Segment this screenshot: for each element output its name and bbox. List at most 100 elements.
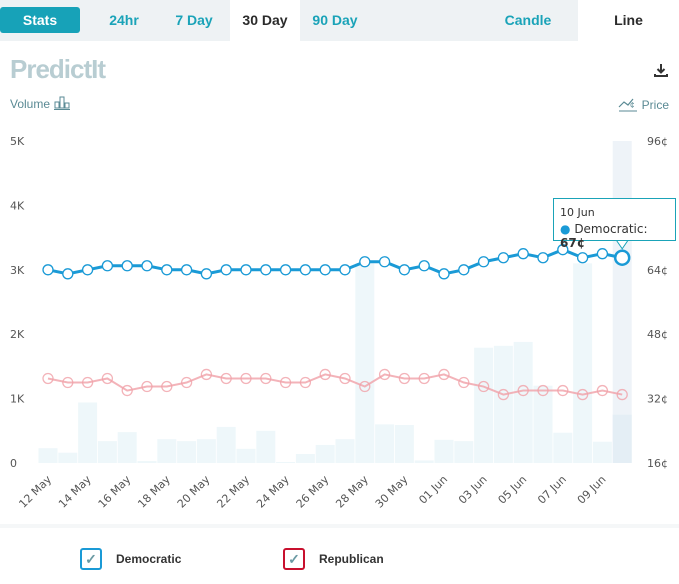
tab-7-day[interactable]: 7 Day xyxy=(175,12,213,28)
svg-text:¢: ¢ xyxy=(630,101,634,110)
data-point-democratic xyxy=(339,264,351,276)
legend-label-republican: Republican xyxy=(319,552,384,566)
right-axis-tick: 32¢ xyxy=(647,393,668,406)
data-point-republican xyxy=(200,368,213,381)
series-line-democratic xyxy=(47,248,623,276)
volume-bar xyxy=(493,345,513,463)
data-point-democratic xyxy=(220,264,232,276)
data-point-republican xyxy=(161,380,173,393)
data-point-democratic xyxy=(596,248,609,260)
data-point-republican xyxy=(240,372,252,385)
stats-button[interactable]: Stats xyxy=(0,7,80,33)
left-axis-tick: 0 xyxy=(10,457,17,470)
data-point-democratic xyxy=(477,256,490,268)
data-point-republican xyxy=(339,372,351,385)
data-point-republican xyxy=(497,388,510,401)
volume-bar xyxy=(612,414,632,463)
x-axis-tick: 22 May xyxy=(214,473,252,511)
tab-line[interactable]: Line xyxy=(578,0,679,41)
x-axis-tick: 01 Jun xyxy=(416,473,450,507)
price-line-icon: ¢ xyxy=(618,98,638,112)
data-point-democratic xyxy=(180,264,193,276)
volume-bar xyxy=(78,402,98,463)
tab-candle[interactable]: Candle xyxy=(504,12,552,28)
tab-30-day[interactable]: 30 Day xyxy=(230,0,300,41)
chart-tooltip: 10 Jun ● Democratic: 67¢ xyxy=(553,198,676,250)
checkbox-democratic[interactable]: ✓ xyxy=(80,548,102,570)
data-point-democratic xyxy=(557,244,569,256)
volume-bar xyxy=(137,461,157,463)
checkbox-republican[interactable]: ✓ xyxy=(283,548,305,570)
volume-bar xyxy=(513,341,533,463)
x-axis-tick: 03 Jun xyxy=(456,473,490,507)
check-icon: ✓ xyxy=(85,550,97,567)
data-point-democratic xyxy=(260,264,272,276)
volume-bar xyxy=(592,441,612,463)
tab-90-day[interactable]: 90 Day xyxy=(312,12,358,28)
check-icon: ✓ xyxy=(288,550,300,567)
right-axis-tick: 16¢ xyxy=(647,457,668,470)
tooltip-date: 10 Jun xyxy=(560,206,595,219)
data-point-republican xyxy=(596,384,609,397)
data-point-republican xyxy=(517,384,529,397)
tooltip-value: 67¢ xyxy=(560,236,586,250)
volume-bar xyxy=(553,432,573,463)
volume-bar xyxy=(375,424,395,463)
legend-republican[interactable]: ✓ Republican xyxy=(283,548,384,570)
data-point-democratic xyxy=(279,264,292,276)
data-point-democratic xyxy=(517,248,529,260)
volume-bar xyxy=(335,439,355,463)
volume-bar xyxy=(295,453,315,463)
data-point-democratic xyxy=(418,260,430,272)
data-point-democratic xyxy=(161,264,173,276)
x-axis-tick: 05 Jun xyxy=(496,473,530,507)
price-toggle[interactable]: ¢ Price xyxy=(618,96,669,112)
left-axis-tick: 1K xyxy=(10,393,25,406)
data-point-democratic xyxy=(359,256,371,268)
data-point-republican xyxy=(220,372,232,385)
volume-bar xyxy=(196,439,216,463)
x-axis-tick: 12 May xyxy=(16,473,54,511)
data-point-democratic xyxy=(62,268,74,280)
x-axis-tick: 07 Jun xyxy=(535,473,569,507)
data-point-democratic xyxy=(378,256,391,268)
volume-bar xyxy=(315,444,335,463)
volume-bar xyxy=(97,441,117,463)
x-axis-tick: 26 May xyxy=(294,473,332,511)
tab-24hr[interactable]: 24hr xyxy=(109,12,139,28)
data-point-republican xyxy=(319,368,331,381)
x-axis-tick: 30 May xyxy=(373,473,411,511)
volume-bar xyxy=(117,432,137,463)
x-axis-tick: 20 May xyxy=(175,473,213,511)
data-point-republican xyxy=(260,372,272,385)
data-point-democratic xyxy=(576,252,589,264)
left-axis-tick: 3K xyxy=(10,264,25,277)
right-axis-tick: 48¢ xyxy=(647,328,668,341)
volume-bar xyxy=(58,452,78,463)
volume-bar xyxy=(533,385,553,463)
data-point-republican xyxy=(180,376,193,389)
volume-bar xyxy=(394,425,414,463)
volume-bar xyxy=(414,460,434,463)
data-point-democratic xyxy=(319,264,331,276)
download-icon[interactable] xyxy=(653,62,669,78)
data-point-republican xyxy=(398,372,411,385)
data-point-republican xyxy=(279,376,292,389)
volume-bar xyxy=(474,347,494,463)
volume-bar xyxy=(177,441,197,463)
x-axis-tick: 28 May xyxy=(333,473,371,511)
left-axis-tick: 2K xyxy=(10,328,25,341)
x-axis-tick: 18 May xyxy=(135,473,173,511)
right-axis-tick: 64¢ xyxy=(647,264,668,277)
volume-toggle[interactable]: Volume xyxy=(10,96,71,111)
data-point-republican xyxy=(616,388,628,401)
volume-bar xyxy=(157,439,177,463)
volume-bar xyxy=(236,448,256,463)
data-point-republican xyxy=(101,372,114,385)
data-point-republican xyxy=(418,372,430,385)
legend-democratic[interactable]: ✓ Democratic xyxy=(80,548,181,570)
data-point-democratic xyxy=(458,264,470,276)
left-axis-tick: 5K xyxy=(10,135,25,148)
volume-bar xyxy=(454,441,474,463)
